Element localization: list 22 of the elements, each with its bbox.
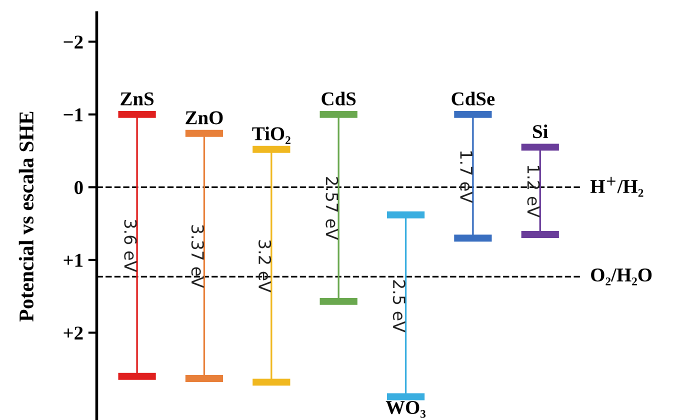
x-tick-label: CdS (322, 92, 356, 106)
x-tick-label: WO₃ (386, 400, 426, 418)
data-label: 3.2 eV (258, 240, 272, 292)
y-tick-label: −1 (64, 108, 83, 122)
x-tick-label: ZnO (186, 111, 223, 124)
x-tick-label: Si (533, 124, 548, 138)
y-tick-label: −2 (64, 36, 83, 48)
data-label: 3.6 eV (124, 220, 137, 272)
x-tick-label: TiO₂ (252, 126, 290, 144)
y-tick-label: 0 (74, 181, 83, 194)
data-label: 3.37 eV (191, 225, 204, 288)
data-label: 1.2 eV (527, 166, 540, 218)
y-tick-label: +1 (64, 254, 83, 267)
y-axis-title: Potencial vs escala SHE (18, 112, 34, 322)
data-label: 2.5 eV (392, 280, 406, 332)
ref-line-label: H$^{+}$/H₂ (590, 176, 644, 197)
data-label: 2.57 eV (326, 177, 338, 240)
x-tick-label: ZnS (120, 92, 154, 106)
y-tick-label: +2 (64, 326, 83, 340)
x-tick-label: CdSe (452, 92, 495, 106)
ref-line-label: O₂/H₂O (591, 268, 652, 286)
data-label: 1.7 eV (460, 151, 472, 203)
